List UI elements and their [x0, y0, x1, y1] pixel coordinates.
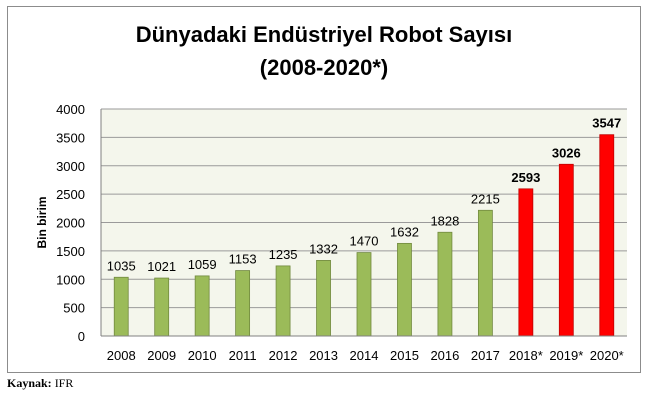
- bar: [437, 231, 453, 337]
- bar: [194, 275, 210, 337]
- x-tick-label: 2018*: [509, 348, 543, 363]
- chart-title: Dünyadaki Endüstriyel Robot Sayısı (2008…: [7, 18, 641, 84]
- y-tick-label: 3500: [56, 130, 85, 145]
- bar: [316, 260, 331, 337]
- bar: [518, 188, 534, 337]
- bar: [356, 252, 372, 337]
- x-tick-label: 2016: [430, 348, 459, 363]
- bar: [397, 242, 412, 337]
- y-axis-label: Bin birim: [35, 196, 49, 248]
- y-axis-tick-labels: 0 500 1000 1500 2000 2500 3000 3500 4000: [56, 102, 85, 344]
- data-label: 1828: [430, 213, 459, 228]
- x-tick-label: 2014: [350, 348, 379, 363]
- data-label: 1035: [107, 258, 136, 273]
- bar: [275, 265, 291, 337]
- source-value: IFR: [54, 376, 74, 390]
- x-tick-label: 2017: [471, 348, 500, 363]
- data-label: 1332: [309, 241, 338, 256]
- x-tick-label: 2019*: [549, 348, 583, 363]
- data-labels: 1035 1021 1059 1153 1235 1332 1470 1632 1828 2215…: [107, 116, 621, 274]
- source-label: Kaynak:: [7, 376, 52, 390]
- bar: [477, 209, 493, 337]
- data-label: 2215: [471, 191, 500, 206]
- x-tick-label: 2010: [188, 348, 217, 363]
- bar: [113, 276, 129, 337]
- y-tick-label: 1000: [56, 272, 85, 287]
- chart-title-line2: (2008-2020*): [259, 55, 389, 80]
- source-note: Kaynak: IFR: [7, 376, 73, 391]
- x-tick-label: 2020*: [590, 348, 624, 363]
- data-label: 1470: [350, 234, 379, 249]
- x-tick-label: 2011: [229, 348, 257, 363]
- x-tick-label: 2013: [309, 348, 338, 363]
- x-tick-label: 2015: [390, 348, 419, 363]
- x-tick-label: 2009: [147, 348, 176, 363]
- y-tick-label: 500: [63, 301, 85, 316]
- y-tick-label: 4000: [56, 102, 85, 117]
- bar: [154, 277, 170, 337]
- data-label: 1235: [269, 247, 298, 262]
- x-axis-tick-labels: 2008 2009 2010 2011 2012 2013 2014 2015 2016 2017…: [107, 348, 624, 363]
- bar: [235, 270, 251, 337]
- y-tick-label: 0: [78, 329, 85, 344]
- data-label: 1059: [188, 257, 217, 272]
- bar: [599, 134, 615, 337]
- chart-title-line1: Dünyadaki Endüstriyel Robot Sayısı: [135, 22, 513, 47]
- y-tick-label: 2000: [56, 216, 85, 231]
- y-tick-label: 3000: [56, 159, 85, 174]
- data-label: 2593: [511, 170, 540, 185]
- data-label: 1021: [147, 259, 176, 274]
- y-tick-label: 1500: [56, 244, 85, 259]
- data-label: 1632: [390, 224, 419, 239]
- data-label: 3026: [552, 145, 581, 160]
- y-tick-label: 2500: [56, 187, 85, 202]
- data-label: 1153: [229, 252, 257, 267]
- x-tick-label: 2008: [107, 348, 136, 363]
- x-tick-label: 2012: [269, 348, 298, 363]
- data-label: 3547: [592, 116, 621, 131]
- bar: [558, 163, 574, 337]
